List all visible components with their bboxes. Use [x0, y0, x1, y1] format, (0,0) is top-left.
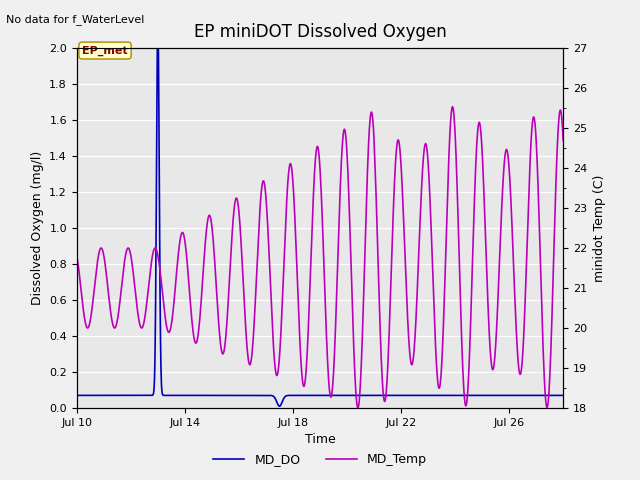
MD_Temp	[157, 277, 165, 283]
MD_DO	[73, 393, 81, 398]
MD_Temp	[449, 104, 456, 110]
MD_DO	[154, 27, 161, 33]
MD_Temp	[129, 262, 136, 268]
MD_DO	[559, 393, 567, 398]
Y-axis label: Dissolved Oxygen (mg/l): Dissolved Oxygen (mg/l)	[31, 151, 44, 305]
MD_Temp	[280, 249, 288, 254]
MD_DO	[129, 393, 136, 398]
MD_Temp	[73, 253, 81, 259]
Title: EP miniDOT Dissolved Oxygen: EP miniDOT Dissolved Oxygen	[194, 23, 446, 41]
MD_Temp	[550, 246, 558, 252]
MD_Temp	[354, 405, 362, 411]
Text: No data for f_WaterLevel: No data for f_WaterLevel	[6, 14, 145, 25]
Line: MD_Temp: MD_Temp	[77, 107, 563, 408]
Text: EP_met: EP_met	[82, 46, 128, 56]
MD_Temp	[559, 138, 567, 144]
MD_DO	[281, 394, 289, 400]
MD_Temp	[259, 178, 267, 184]
MD_Temp	[498, 208, 506, 214]
Line: MD_DO: MD_DO	[77, 30, 563, 406]
Legend: MD_DO, MD_Temp: MD_DO, MD_Temp	[208, 448, 432, 471]
MD_DO	[157, 378, 165, 384]
MD_DO	[276, 403, 284, 409]
MD_DO	[498, 393, 506, 398]
MD_DO	[550, 393, 558, 398]
X-axis label: Time: Time	[305, 433, 335, 446]
Y-axis label: minidot Temp (C): minidot Temp (C)	[593, 174, 605, 282]
MD_DO	[260, 393, 268, 398]
